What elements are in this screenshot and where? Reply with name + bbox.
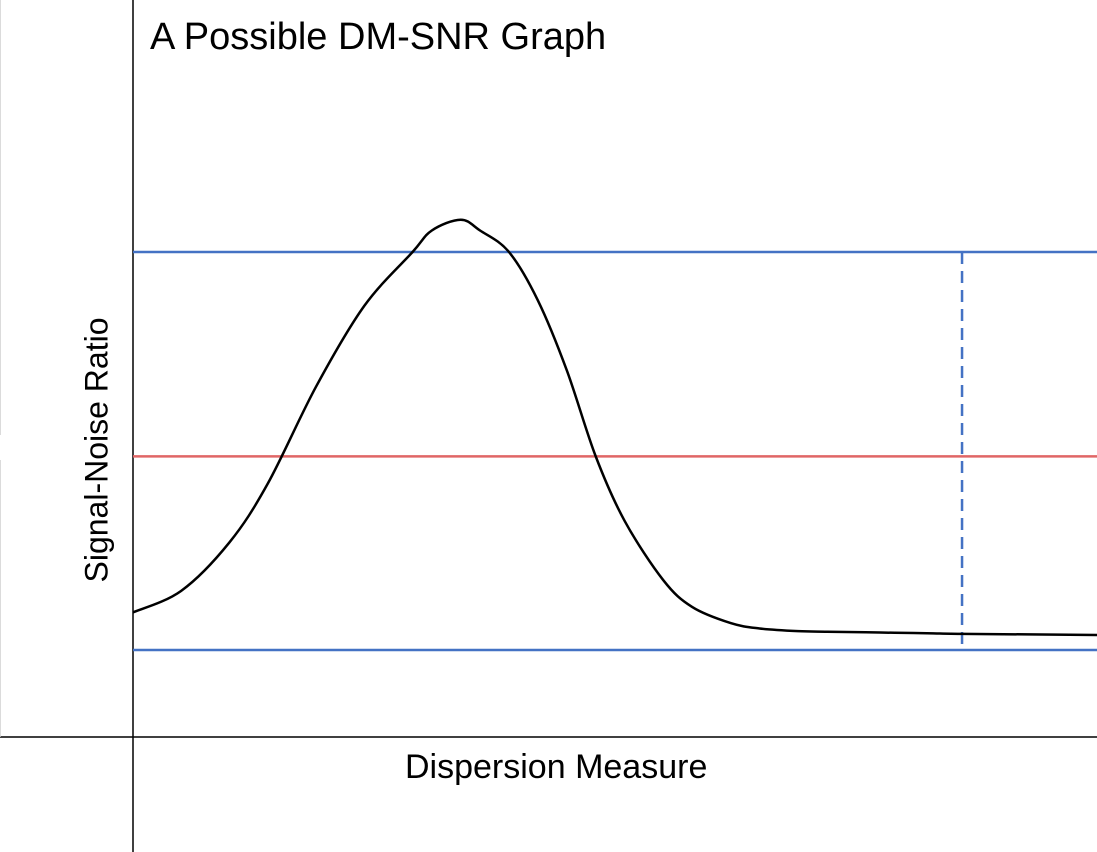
y-axis-label: Signal-Noise Ratio (78, 317, 115, 583)
chart-title: A Possible DM-SNR Graph (150, 16, 607, 58)
series-line-0 (132, 218, 1097, 637)
series-group (132, 218, 1097, 637)
x-axis-label: Dispersion Measure (405, 748, 708, 786)
reference-lines (133, 250, 1097, 652)
